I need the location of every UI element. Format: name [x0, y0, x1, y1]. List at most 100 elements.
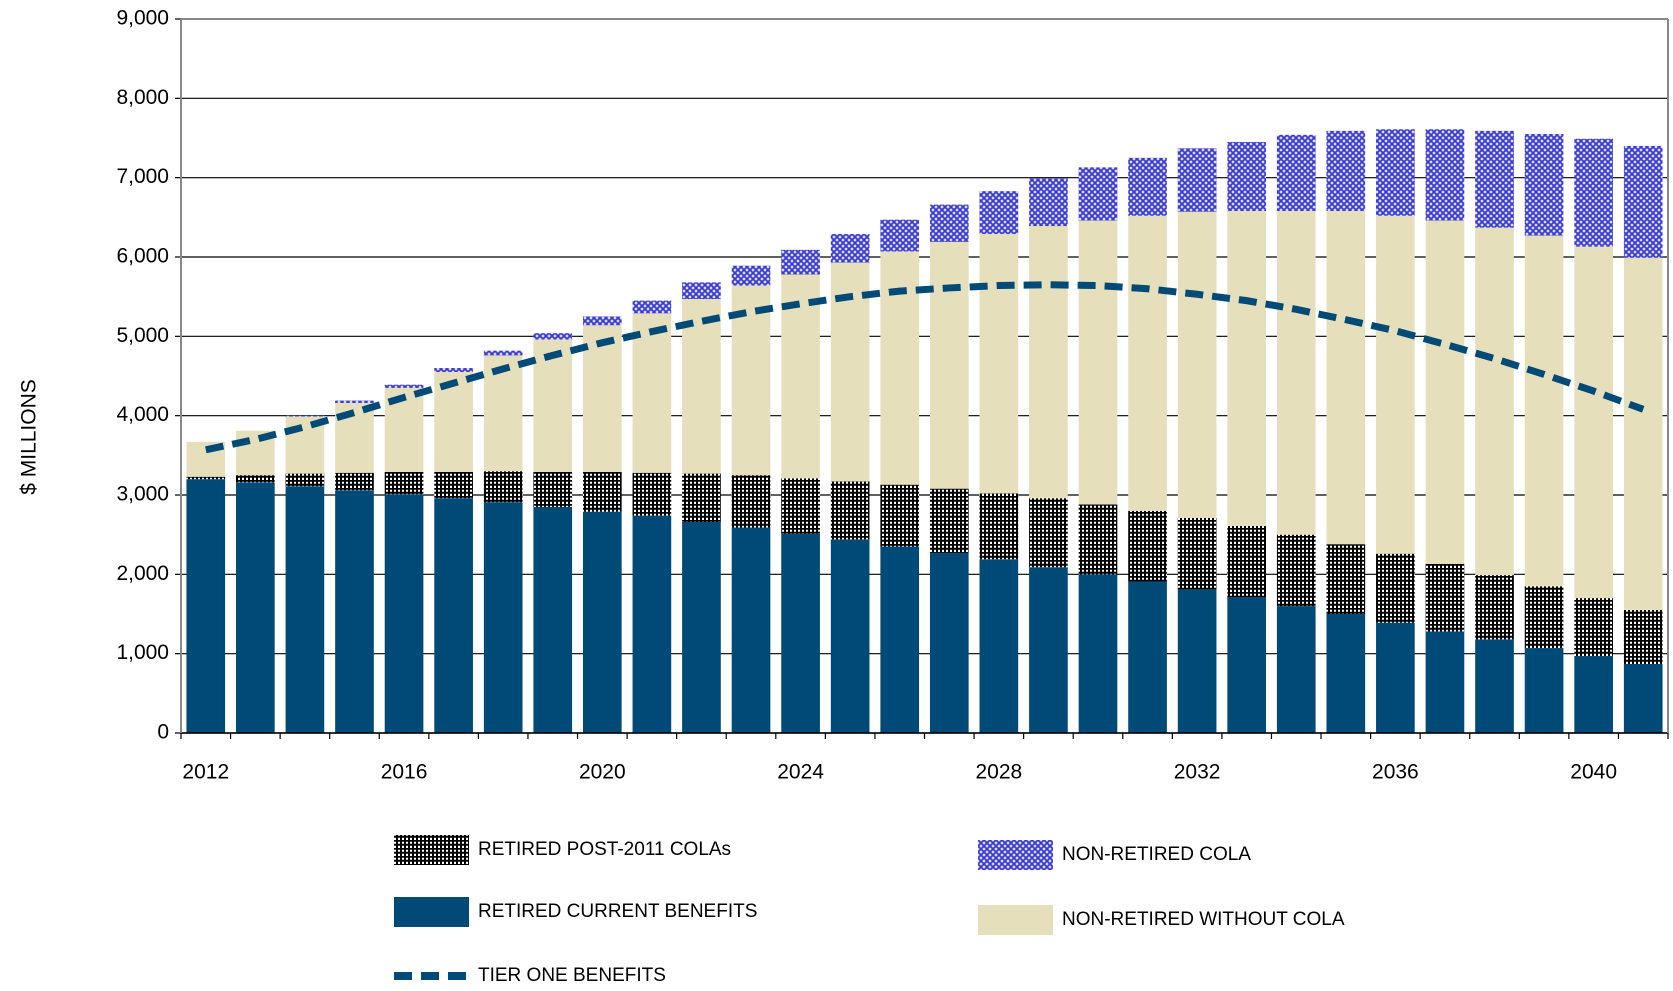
y-tick-label: 4,000 — [116, 403, 169, 426]
bar-segment — [929, 552, 969, 733]
bar-segment — [533, 471, 573, 507]
bar-segment — [830, 233, 870, 263]
line-series — [205, 281, 1645, 454]
bar-segment — [186, 476, 226, 480]
bar-segment — [1177, 211, 1217, 519]
legend-item: NON-RETIRED COLA — [978, 840, 1251, 870]
bar-segment — [1276, 210, 1316, 535]
bar-segment — [1376, 215, 1415, 554]
bar-segment — [682, 282, 721, 300]
x-tick-label: 2028 — [975, 761, 1022, 784]
y-axis-label: $ MILLIONS — [18, 379, 41, 495]
y-tick-label: 8,000 — [116, 86, 169, 109]
bar-segment — [1376, 553, 1415, 623]
bar-segment — [1128, 157, 1167, 216]
bar-segment — [1227, 210, 1267, 526]
bar-segment — [582, 325, 622, 472]
y-tick-label: 1,000 — [116, 641, 169, 664]
bar-segment — [1524, 586, 1564, 649]
legend-label: RETIRED POST-2011 COLAs — [478, 839, 731, 860]
bar-segment — [533, 506, 573, 733]
bar-segment — [880, 546, 920, 733]
bar-segment — [1276, 134, 1316, 211]
bar-segment — [483, 502, 523, 733]
bar-segment — [1029, 567, 1068, 733]
legend-item: TIER ONE BENEFITS — [394, 965, 666, 986]
bar-segment — [186, 479, 226, 733]
x-tick-label: 2036 — [1372, 761, 1419, 784]
bar-segment — [434, 471, 473, 499]
bar-segment — [236, 475, 275, 483]
x-tick-label: 2024 — [777, 761, 824, 784]
bar-segment — [582, 316, 622, 326]
bar-segment — [335, 490, 374, 733]
bar-segment — [533, 339, 573, 472]
bar-segment — [1029, 498, 1068, 568]
bar-segment — [979, 233, 1019, 494]
legend-item: NON-RETIRED WITHOUT COLA — [978, 905, 1345, 935]
bar-segment — [582, 511, 622, 733]
bar-segment — [483, 350, 523, 356]
bar-segment — [731, 527, 771, 733]
x-tick-label: 2032 — [1174, 761, 1221, 784]
bar-segment — [533, 333, 573, 340]
bar-segment — [830, 539, 870, 733]
bar-segment — [1276, 606, 1316, 733]
y-tick-label: 6,000 — [116, 245, 169, 268]
bar-segment — [1029, 178, 1068, 227]
bar-segment — [1475, 227, 1514, 576]
bar-segment — [1574, 138, 1613, 247]
legend-swatch — [978, 905, 1053, 935]
legend-swatch — [978, 840, 1053, 870]
bar-segment — [1574, 656, 1613, 733]
y-tick-label: 3,000 — [116, 483, 169, 506]
bar-segment — [781, 249, 820, 275]
bar-segment — [1623, 145, 1663, 258]
bar-segment — [731, 265, 771, 286]
bar-segment — [285, 486, 325, 733]
bar-segment — [483, 471, 523, 503]
bar-segment — [434, 498, 473, 733]
bar-segment — [1623, 663, 1663, 733]
bar-segment — [1475, 130, 1514, 228]
bar-segment — [781, 478, 820, 534]
bar-segment — [1425, 631, 1465, 733]
bar-segment — [1128, 510, 1167, 582]
bar-segment — [483, 355, 523, 472]
bar-segment — [285, 473, 325, 487]
bar-segment — [731, 475, 771, 528]
bar-segment — [1078, 504, 1118, 575]
bar-segment — [781, 533, 820, 733]
bar-segment — [1425, 564, 1465, 632]
bar-segment — [1524, 648, 1564, 733]
bar-segment — [979, 191, 1019, 234]
bar-segment — [1078, 574, 1118, 733]
bar-segment — [1326, 544, 1366, 614]
bar-segment — [434, 372, 473, 472]
bar-segment — [682, 473, 721, 522]
bar-segment — [1524, 235, 1564, 587]
legend-swatch — [394, 835, 469, 865]
bar-segment — [632, 300, 672, 314]
bar-segment — [1574, 246, 1613, 599]
bar-segment — [682, 299, 721, 474]
bar-segment — [1078, 220, 1118, 505]
bar-segment — [880, 484, 920, 547]
bar-segment — [335, 472, 374, 491]
bar-segment — [236, 482, 275, 733]
bar-segment — [1425, 220, 1465, 565]
x-tick-label: 2020 — [579, 761, 626, 784]
y-tick-label: 0 — [157, 721, 169, 744]
bar-segment — [1177, 589, 1217, 733]
legend-item: RETIRED CURRENT BENEFITS — [394, 897, 757, 927]
bar-segment — [830, 481, 870, 540]
bar-segment — [1177, 148, 1217, 212]
bar-segment — [880, 251, 920, 485]
bar-segment — [632, 515, 672, 733]
bar-segment — [384, 471, 424, 495]
bar-segment — [582, 471, 622, 512]
y-tick-label: 2,000 — [116, 562, 169, 585]
x-tick-label: 2040 — [1570, 761, 1617, 784]
bar-segment — [632, 313, 672, 473]
bar-segment — [1326, 210, 1366, 545]
